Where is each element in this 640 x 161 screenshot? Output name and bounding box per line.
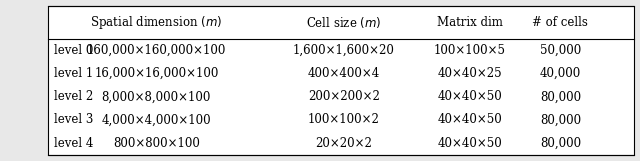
Text: # of cells: # of cells (532, 16, 588, 29)
Text: 1,600×1,600×20: 1,600×1,600×20 (292, 44, 395, 57)
Text: level 1: level 1 (54, 67, 93, 80)
Text: 800×800×100: 800×800×100 (113, 137, 200, 150)
Text: 100×100×5: 100×100×5 (434, 44, 506, 57)
Text: 4,000×4,000×100: 4,000×4,000×100 (102, 113, 211, 126)
Text: level 4: level 4 (54, 137, 93, 150)
Text: 100×100×2: 100×100×2 (308, 113, 380, 126)
Text: level 2: level 2 (54, 90, 93, 103)
Text: 40×40×50: 40×40×50 (437, 137, 502, 150)
Text: 80,000: 80,000 (540, 90, 581, 103)
Text: Matrix dim: Matrix dim (436, 16, 502, 29)
Text: Spatial dimension $\mathit{(m)}$: Spatial dimension $\mathit{(m)}$ (90, 14, 223, 31)
Text: 40×40×50: 40×40×50 (437, 90, 502, 103)
Text: 50,000: 50,000 (540, 44, 581, 57)
Text: 40×40×25: 40×40×25 (437, 67, 502, 80)
Text: level 0: level 0 (54, 44, 93, 57)
Text: 40×40×50: 40×40×50 (437, 113, 502, 126)
Text: 16,000×16,000×100: 16,000×16,000×100 (94, 67, 218, 80)
FancyBboxPatch shape (48, 6, 634, 155)
Text: 80,000: 80,000 (540, 137, 581, 150)
Text: 20×20×2: 20×20×2 (316, 137, 372, 150)
Text: 8,000×8,000×100: 8,000×8,000×100 (102, 90, 211, 103)
Text: 80,000: 80,000 (540, 113, 581, 126)
Text: 160,000×160,000×100: 160,000×160,000×100 (86, 44, 226, 57)
Text: 400×400×4: 400×400×4 (308, 67, 380, 80)
Text: 200×200×2: 200×200×2 (308, 90, 380, 103)
Text: level 3: level 3 (54, 113, 93, 126)
Text: 40,000: 40,000 (540, 67, 581, 80)
Text: Cell size $\mathit{(m)}$: Cell size $\mathit{(m)}$ (306, 15, 381, 30)
